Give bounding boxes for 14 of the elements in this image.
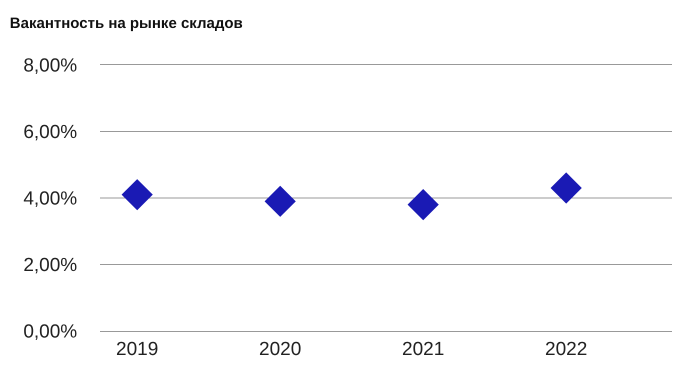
y-tick-label: 0,00% [23, 322, 78, 343]
point [264, 186, 296, 217]
point [122, 179, 153, 210]
y-tick-label: 6,00% [23, 122, 78, 144]
x-tick-label: 2019 [116, 338, 158, 360]
x-tick-label: 2020 [259, 338, 302, 360]
x-tick-label: 2021 [402, 338, 444, 360]
y-tick-label: 2,00% [23, 255, 78, 276]
y-tick-label: 8,00% [23, 56, 78, 77]
chart-title: Вакантность на рынке складов [10, 15, 243, 32]
y-tick-label: 4,00% [23, 188, 78, 210]
point [550, 172, 582, 204]
point [408, 189, 439, 220]
x-tick-label: 2022 [545, 338, 588, 360]
